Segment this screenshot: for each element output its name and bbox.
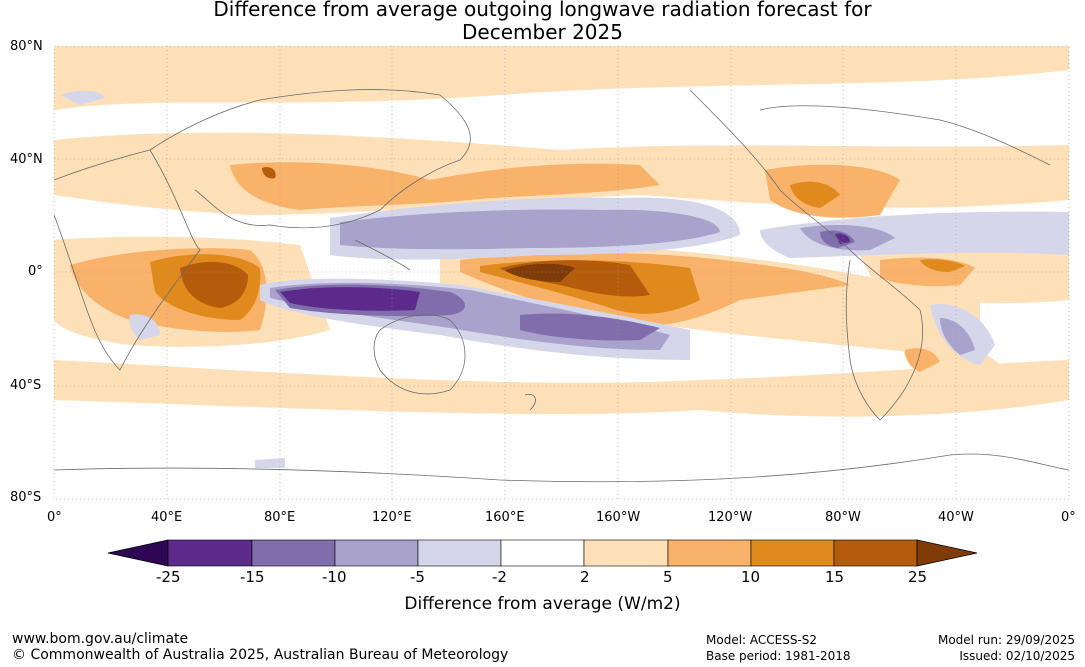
lat-label-40s: 40°S: [10, 378, 42, 393]
colorbar-bin: [251, 539, 336, 567]
footer-copyright: © Commonwealth of Australia 2025, Austra…: [12, 647, 509, 663]
colorbar-bin: [417, 539, 502, 567]
lat-label-80s: 80°S: [10, 490, 42, 505]
lon-label-120w: 120°W: [708, 510, 753, 525]
lon-label-160w: 160°W: [596, 510, 641, 525]
colorbar-bin: [583, 539, 669, 567]
footer-issued: Issued: 02/10/2025: [959, 649, 1075, 663]
colorbar-over-triangle: [916, 539, 978, 567]
footer-base-period: Base period: 1981-2018: [706, 649, 851, 663]
colorbar-tick: -2: [492, 568, 507, 586]
colorbar-under-triangle: [107, 539, 169, 567]
lon-label-0: 0°: [47, 510, 62, 525]
colorbar-tick: -25: [156, 568, 181, 586]
map-title-line2: December 2025: [462, 20, 623, 44]
colorbar-label: Difference from average (W/m2): [404, 594, 681, 614]
map-title-line1: Difference from average outgoing longwav…: [213, 0, 872, 21]
lat-label-0: 0°: [28, 264, 43, 279]
lon-label-40e: 40°E: [151, 510, 183, 525]
lon-label-160e: 160°E: [485, 510, 525, 525]
colorbar-bin: [833, 539, 918, 567]
colorbar-bin: [334, 539, 419, 567]
coastlines: [54, 89, 1069, 483]
lat-label-40n: 40°N: [10, 152, 43, 167]
lon-label-40w: 40°W: [938, 510, 974, 525]
colorbar-bin: [667, 539, 752, 567]
lon-label-120e: 120°E: [372, 510, 412, 525]
footer-model-run: Model run: 29/09/2025: [937, 633, 1075, 647]
lon-label-80w: 80°W: [825, 510, 861, 525]
lon-label-0-east: 0°: [1061, 510, 1076, 525]
colorbar-tick: -15: [240, 568, 265, 586]
colorbar-tick: 2: [580, 568, 590, 586]
colorbar-bin: [167, 539, 253, 567]
colorbar: [107, 539, 978, 567]
colorbar-tick: -10: [322, 568, 347, 586]
colorbar-tick: 25: [908, 568, 928, 586]
lon-label-80e: 80°E: [264, 510, 296, 525]
footer-url: www.bom.gov.au/climate: [12, 631, 189, 647]
colorbar-bin: [500, 539, 585, 567]
anomaly-field: [54, 46, 1069, 499]
footer-model: Model: ACCESS-S2: [706, 633, 818, 647]
colorbar-tick: -5: [410, 568, 425, 586]
colorbar-tick: 15: [825, 568, 845, 586]
colorbar-bin: [750, 539, 835, 567]
colorbar-tick: 10: [741, 568, 761, 586]
lat-label-80n: 80°N: [10, 39, 43, 54]
colorbar-tick: 5: [663, 568, 673, 586]
